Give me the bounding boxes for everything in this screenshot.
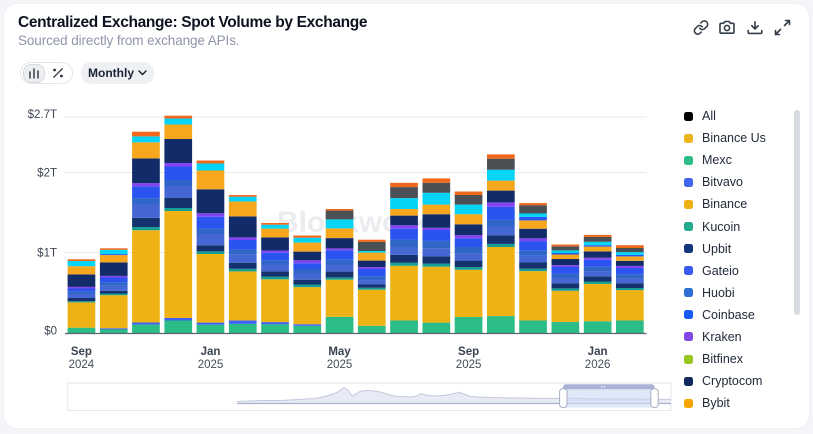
svg-text:$2T: $2T <box>37 168 57 180</box>
svg-text:Blockworks: Blockworks <box>277 206 445 239</box>
svg-text:$0: $0 <box>44 326 57 338</box>
svg-text:2025: 2025 <box>327 359 353 371</box>
svg-text:$1T: $1T <box>37 248 57 260</box>
svg-text:2025: 2025 <box>456 359 482 371</box>
svg-text:2024: 2024 <box>69 359 95 371</box>
svg-text:2025: 2025 <box>198 359 224 371</box>
svg-text:2026: 2026 <box>585 359 611 371</box>
svg-text:Jan: Jan <box>201 346 221 358</box>
svg-text:$2.7T: $2.7T <box>28 109 57 121</box>
svg-text:Jan: Jan <box>588 346 608 358</box>
svg-text:May: May <box>328 346 351 358</box>
svg-text:Sep: Sep <box>71 346 92 358</box>
svg-text:Sep: Sep <box>458 346 479 358</box>
